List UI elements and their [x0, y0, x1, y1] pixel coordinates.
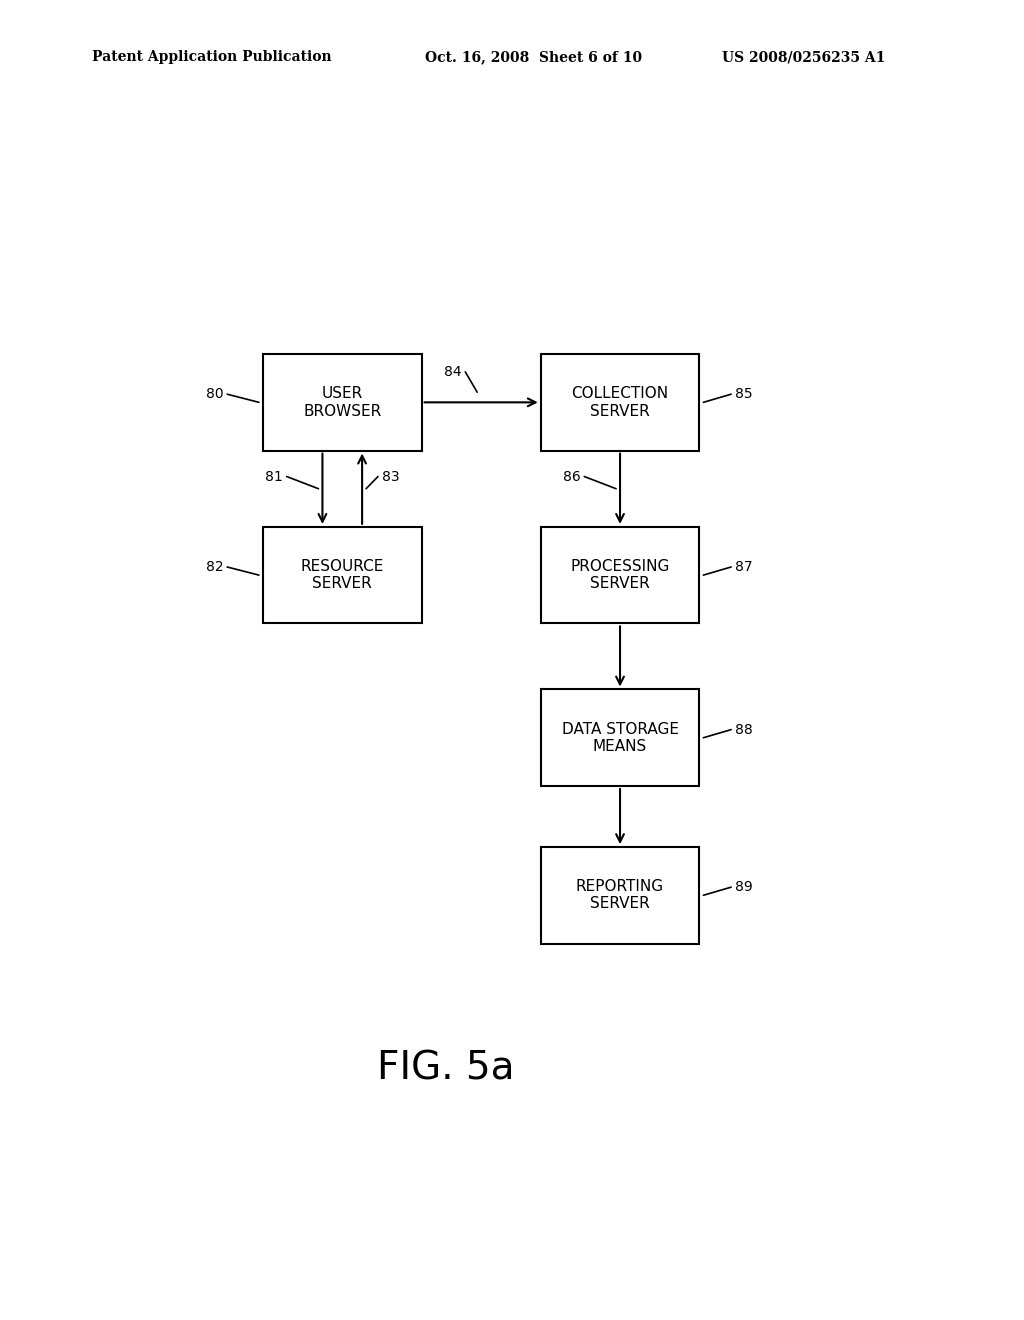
Bar — [541, 847, 699, 944]
Text: FIG. 5a: FIG. 5a — [377, 1049, 514, 1088]
Text: US 2008/0256235 A1: US 2008/0256235 A1 — [722, 50, 886, 65]
Text: 89: 89 — [735, 880, 753, 894]
Text: PROCESSING
SERVER: PROCESSING SERVER — [570, 558, 670, 591]
Bar — [541, 527, 699, 623]
Text: COLLECTION
SERVER: COLLECTION SERVER — [571, 387, 669, 418]
Text: DATA STORAGE
MEANS: DATA STORAGE MEANS — [561, 722, 679, 754]
Text: 88: 88 — [735, 722, 753, 737]
Text: 81: 81 — [265, 470, 283, 483]
Text: Patent Application Publication: Patent Application Publication — [92, 50, 332, 65]
Text: USER
BROWSER: USER BROWSER — [303, 387, 381, 418]
Text: 82: 82 — [206, 560, 223, 574]
Bar — [541, 689, 699, 785]
Text: RESOURCE
SERVER: RESOURCE SERVER — [301, 558, 384, 591]
Text: 84: 84 — [443, 364, 461, 379]
Text: 83: 83 — [382, 470, 399, 483]
Bar — [541, 354, 699, 450]
Text: REPORTING
SERVER: REPORTING SERVER — [575, 879, 665, 912]
Text: Oct. 16, 2008  Sheet 6 of 10: Oct. 16, 2008 Sheet 6 of 10 — [425, 50, 642, 65]
Text: 85: 85 — [735, 387, 753, 401]
Bar — [263, 354, 422, 450]
Text: 87: 87 — [735, 560, 753, 574]
Text: 80: 80 — [206, 387, 223, 401]
Text: 86: 86 — [562, 470, 581, 483]
Bar — [263, 527, 422, 623]
